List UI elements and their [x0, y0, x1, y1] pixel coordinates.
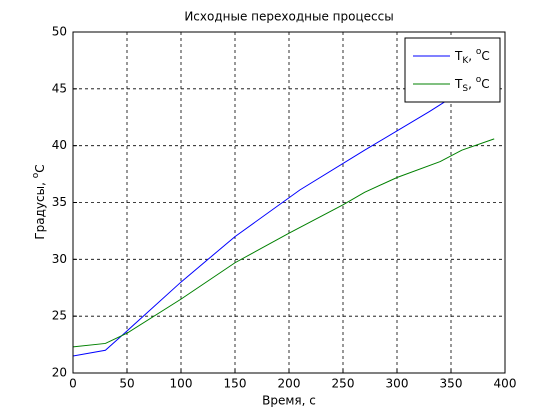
x-tick-label: 400 [494, 377, 517, 391]
x-tick-label: 50 [119, 377, 134, 391]
y-axis-label: Градусы, oC [31, 164, 47, 239]
plot-frame [72, 31, 506, 374]
y-tick-label: 50 [52, 25, 67, 39]
chart-title: Исходные переходные процессы [184, 10, 393, 24]
legend-label: TK, oC [454, 47, 490, 66]
y-tick-label: 30 [52, 252, 67, 266]
series-line [73, 138, 495, 348]
x-axis-label: Время, с [262, 394, 316, 408]
x-tick-label: 250 [332, 377, 355, 391]
y-tick-label: 45 [52, 81, 67, 95]
y-tick-label: 35 [52, 195, 67, 209]
x-tick-label: 100 [170, 377, 193, 391]
x-tick-label: 150 [224, 377, 247, 391]
x-tick-label: 350 [440, 377, 463, 391]
legend: TK, oC TS, oC [404, 37, 501, 103]
legend-box [404, 37, 501, 103]
legend-label: TS, oC [454, 75, 490, 94]
y-tick-label: 20 [52, 366, 67, 380]
x-tick-label: 200 [278, 377, 301, 391]
y-tick-label: 40 [52, 138, 67, 152]
x-tick-label: 0 [69, 377, 77, 391]
y-tick-label: 25 [52, 309, 67, 323]
x-tick-label: 300 [386, 377, 409, 391]
